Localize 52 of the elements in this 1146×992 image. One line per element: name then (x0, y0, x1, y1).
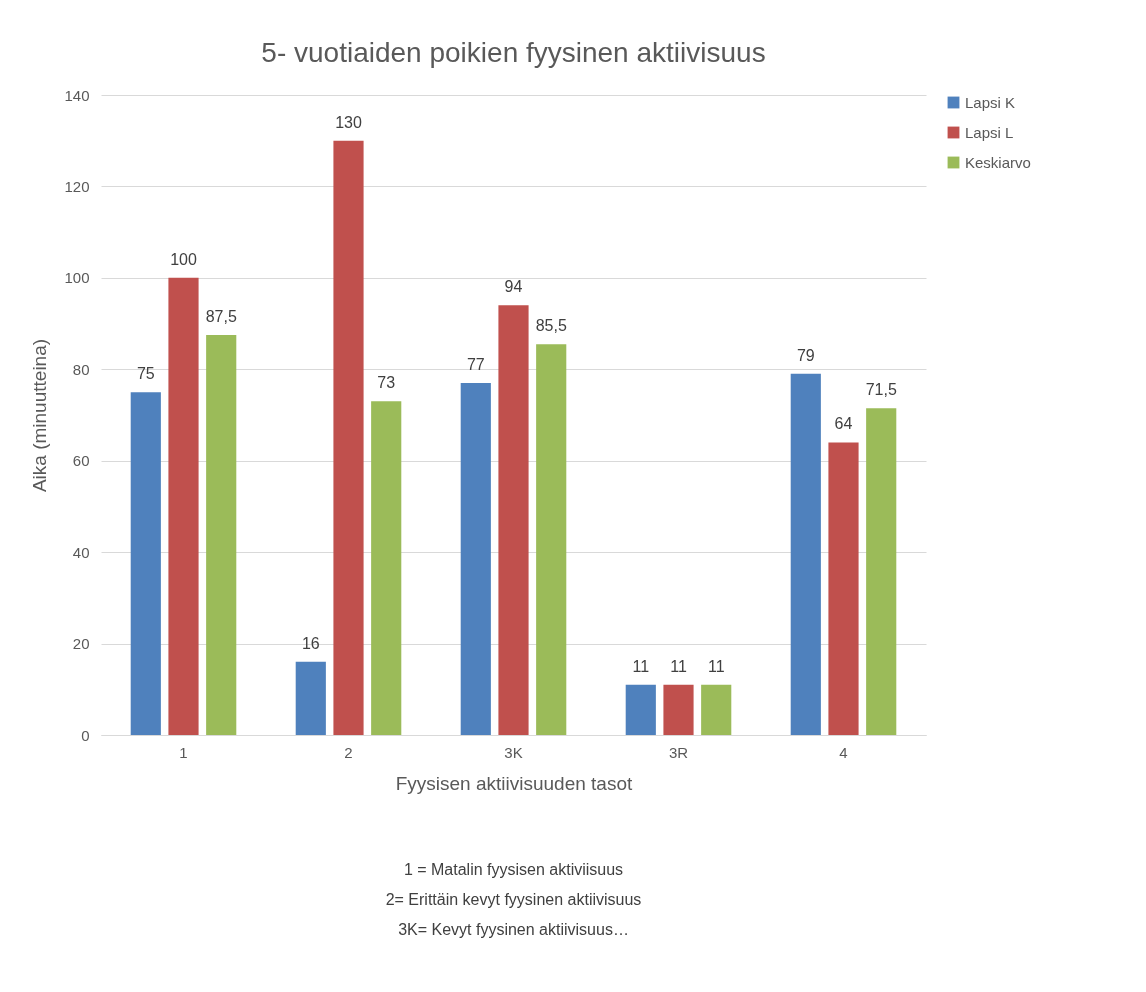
data-label: 77 (466, 356, 485, 373)
bar (701, 684, 732, 735)
bar (206, 335, 237, 735)
bar (168, 277, 199, 735)
data-label: 71,5 (865, 381, 897, 399)
y-axis-title: Aika (minuutteina) (29, 338, 51, 493)
data-label: 79 (796, 346, 815, 364)
data-label: 11 (707, 657, 725, 675)
x-tick-label: 3R (668, 743, 689, 761)
y-tick-label: 140 (64, 86, 90, 104)
data-label: 130 (335, 113, 362, 131)
x-axis-title: Fyysisen aktiivisuuden tasot (395, 772, 633, 794)
data-label: 87,5 (205, 308, 237, 325)
legend-label: Lapsi L (965, 123, 1014, 141)
bar (536, 344, 567, 735)
bar (371, 401, 402, 735)
x-tick-label: 1 (179, 743, 188, 761)
bar (790, 373, 821, 735)
bar (866, 408, 897, 735)
bar (625, 684, 656, 735)
text: 2= Erittäin kevyt fyysinen aktiivisuus (385, 891, 642, 908)
x-tick-label: 2 (344, 743, 353, 761)
y-tick-label: 80 (72, 360, 90, 378)
text: 3K= Kevyt fyysinen aktiivisuus… (398, 921, 629, 938)
data-label: 73 (377, 374, 396, 392)
data-label: 75 (136, 365, 155, 383)
y-tick-label: 0 (81, 726, 90, 744)
x-tick-label: 4 (839, 743, 848, 761)
y-tick-label: 20 (72, 635, 90, 653)
text: 1 = Matalin fyysisen aktiviisuus (403, 861, 624, 878)
y-tick-label: 60 (72, 452, 90, 470)
data-label: 94 (504, 278, 523, 296)
bar (333, 140, 364, 735)
bar (295, 661, 326, 735)
x-tick-label: 3K (504, 743, 523, 761)
bar (663, 684, 694, 735)
legend-label: Keskiarvo (965, 153, 1031, 171)
bar (828, 442, 859, 735)
data-label: 85,5 (535, 317, 567, 335)
y-tick-label: 100 (64, 269, 90, 287)
y-tick-label: 40 (72, 543, 90, 561)
bar (498, 305, 529, 735)
data-label: 100 (170, 250, 197, 268)
y-tick-label: 120 (64, 177, 90, 195)
chart-title: 5- vuotiaiden poikien fyysinen aktiivisuus (261, 37, 766, 68)
bar (460, 383, 491, 735)
bar (130, 392, 161, 735)
data-label: 64 (834, 415, 853, 433)
data-label: 11 (670, 657, 687, 675)
legend-label: Lapsi K (965, 93, 1016, 111)
data-label: 16 (301, 634, 320, 652)
data-label: 11 (632, 657, 650, 675)
